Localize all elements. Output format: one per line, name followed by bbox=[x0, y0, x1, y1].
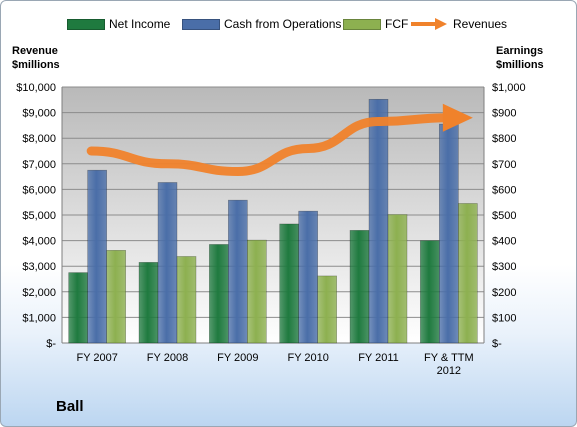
legend: Net Income Cash from Operations FCF Reve… bbox=[0, 14, 577, 34]
revenues-arrowhead bbox=[442, 103, 473, 132]
y-left-tick-label: $4,000 bbox=[22, 236, 56, 248]
y-left-tick-label: $6,000 bbox=[22, 184, 56, 196]
x-tick-label: FY 2010 bbox=[287, 352, 328, 364]
bar-net-income bbox=[349, 230, 370, 344]
bar-cash-from-operations bbox=[228, 199, 248, 344]
y-right-tick-label: $700 bbox=[492, 159, 516, 171]
bar-net-income bbox=[209, 244, 229, 344]
y-left-tick-label: $3,000 bbox=[22, 261, 56, 273]
y-right-tick-label: $600 bbox=[492, 184, 516, 196]
y-left-tick-label: $2,000 bbox=[22, 287, 56, 299]
y-right-tick-label: $300 bbox=[492, 261, 516, 273]
y-right-tick-label: $500 bbox=[492, 210, 516, 222]
y-right-tick-label: $400 bbox=[492, 236, 516, 248]
legend-label: Revenues bbox=[453, 17, 508, 31]
bar-net-income bbox=[138, 262, 159, 344]
bar-cash-from-operations bbox=[368, 98, 389, 344]
legend-swatch-net-income bbox=[67, 18, 105, 30]
bar-fcf bbox=[106, 250, 126, 344]
y-right-tick-label: $800 bbox=[492, 133, 516, 145]
y-right-axis-title: Earnings $millions bbox=[496, 45, 544, 71]
y-left-tick-label: $10,000 bbox=[16, 82, 56, 94]
legend-swatch-fcf bbox=[343, 18, 381, 30]
bar-cash-from-operations bbox=[298, 210, 318, 344]
bar-net-income bbox=[279, 223, 299, 344]
bar-net-income bbox=[420, 240, 440, 344]
y-left-tick-label: $5,000 bbox=[22, 210, 56, 222]
company-name: Ball bbox=[56, 398, 84, 415]
bar-fcf bbox=[317, 275, 337, 344]
x-tick-label: FY 2009 bbox=[217, 352, 258, 364]
revenues-line bbox=[86, 113, 454, 176]
y-left-tick-label: $7,000 bbox=[22, 159, 56, 171]
legend-arrow-icon bbox=[411, 18, 447, 30]
bar-fcf bbox=[458, 203, 478, 344]
legend-item-revenues: Revenues bbox=[409, 14, 507, 34]
y-right-tick-label: $200 bbox=[492, 287, 516, 299]
y-right-tick-label: $100 bbox=[492, 312, 516, 324]
legend-item-net-income: Net Income bbox=[67, 14, 170, 34]
bar-fcf bbox=[387, 214, 408, 344]
legend-label: Net Income bbox=[109, 17, 171, 31]
y-left-axis-title: Revenue $millions bbox=[12, 45, 60, 71]
legend-label: FCF bbox=[385, 17, 409, 31]
legend-swatch-cash-from-operations bbox=[182, 18, 220, 30]
y-right-tick-label: $1,000 bbox=[492, 82, 526, 94]
legend-item-cash-from-operations: Cash from Operations bbox=[182, 14, 341, 34]
x-tick-label: FY 2011 bbox=[358, 352, 399, 364]
y-right-tick-label: $900 bbox=[492, 108, 516, 120]
bar-fcf bbox=[247, 239, 267, 344]
bar-cash-from-operations bbox=[87, 169, 107, 344]
bar-cash-from-operations bbox=[439, 123, 459, 344]
bar-net-income bbox=[68, 272, 88, 344]
bar-fcf bbox=[176, 256, 197, 344]
x-tick-label: 2012 bbox=[437, 365, 461, 377]
legend-label: Cash from Operations bbox=[224, 17, 342, 31]
y-right-tick-label: $- bbox=[492, 338, 502, 350]
x-tick-label: FY 2007 bbox=[76, 352, 117, 364]
bar-cash-from-operations bbox=[157, 182, 178, 344]
y-left-tick-label: $9,000 bbox=[22, 108, 56, 120]
y-left-tick-label: $- bbox=[46, 338, 56, 350]
x-tick-label: FY & TTM bbox=[424, 352, 474, 364]
y-left-tick-label: $1,000 bbox=[22, 312, 56, 324]
legend-item-fcf: FCF bbox=[343, 14, 408, 34]
y-left-tick-label: $8,000 bbox=[22, 133, 56, 145]
x-tick-label: FY 2008 bbox=[147, 352, 188, 364]
